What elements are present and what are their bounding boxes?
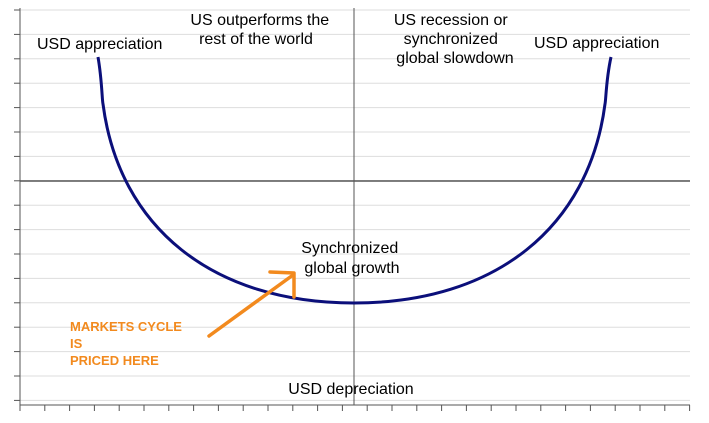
- annotation-text: MARKETS CYCLE IS PRICED HERE: [70, 319, 186, 368]
- annotation: MARKETS CYCLE IS PRICED HERE: [70, 270, 296, 368]
- annotation-arrow-head: [268, 270, 296, 299]
- top-right-center-line-2: synchronized: [404, 31, 498, 48]
- top-left-center-label: US outperforms the rest of the world: [190, 12, 333, 48]
- annotation-arrow-shaft: [207, 273, 295, 338]
- top-right-center-line-3: global slowdown: [396, 50, 513, 67]
- top-left-center-line-2: rest of the world: [199, 31, 313, 48]
- annotation-line-2: IS: [70, 336, 83, 351]
- top-right-center-label: US recession or synchronized global slow…: [394, 12, 514, 67]
- bottom-center-label: USD depreciation: [288, 381, 413, 398]
- ticks: [14, 9, 691, 411]
- curve-bottom-label: Synchronized global growth: [301, 240, 402, 277]
- top-left-center-line-1: US outperforms the: [190, 12, 329, 29]
- top-right-center-line-1: US recession or: [394, 12, 508, 29]
- smile-curve: [96, 56, 613, 305]
- top-right-corner-label: USD appreciation: [534, 35, 659, 52]
- annotation-line-3: PRICED HERE: [70, 353, 159, 368]
- curve-bottom-line-1: Synchronized: [301, 240, 398, 257]
- annotation-line-1: MARKETS CYCLE: [70, 319, 182, 334]
- top-left-corner-label: USD appreciation: [37, 36, 162, 53]
- curve-bottom-line-2: global growth: [304, 260, 399, 277]
- grid: [20, 9, 690, 401]
